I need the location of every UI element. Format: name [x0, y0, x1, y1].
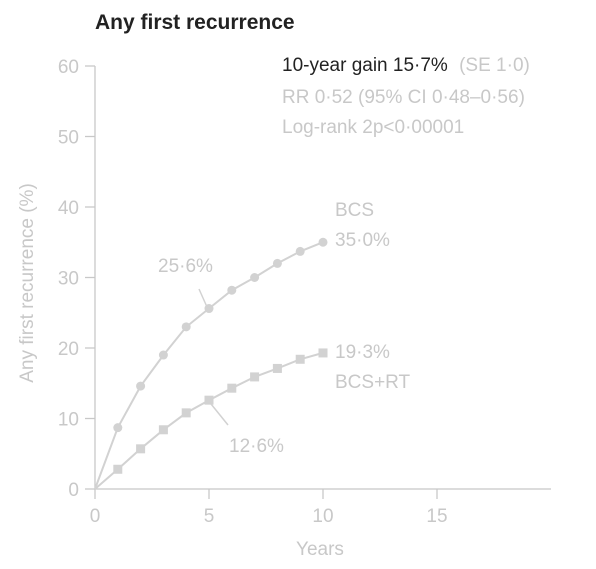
chart-title: Any first recurrence — [95, 11, 295, 34]
y-tick-label: 40 — [58, 198, 79, 219]
series-line-bcs-rt — [94, 351, 324, 490]
bcs-rt-data-point — [227, 383, 237, 393]
bcs-rt-data-point — [250, 372, 260, 382]
stat-rr: RR 0·52 (95% CI 0·48–0·56) — [282, 87, 525, 108]
bcsrt-series-label: BCS+RT — [335, 372, 411, 393]
bcs-data-point — [295, 246, 305, 256]
plot-area — [94, 237, 328, 490]
bcs-end-value-label: 35·0% — [335, 230, 390, 251]
bcs-data-point — [158, 350, 168, 360]
x-tick-label: 15 — [426, 506, 447, 527]
x-tick-label: 10 — [312, 506, 333, 527]
stat-gain-se: (SE 1·0) — [459, 55, 530, 76]
y-tick-label: 0 — [68, 480, 79, 501]
bcs-series-label: BCS — [335, 200, 374, 221]
bcs-rt-data-point — [181, 408, 191, 418]
bcsrt-end-value-label: 19·3% — [335, 342, 390, 363]
bcs-mid-value-label: 25·6% — [158, 256, 213, 277]
bcs-data-point — [136, 381, 146, 391]
y-axis-title: Any first recurrence (%) — [17, 183, 38, 383]
bcs-data-point — [181, 322, 191, 332]
bcsrt-mid-leader-line — [206, 398, 229, 426]
axes: 0 10 20 30 40 50 60 0 5 10 15 — [58, 57, 551, 527]
series-line-bcs — [94, 241, 324, 490]
bcsrt-mid-value-label: 12·6% — [229, 436, 284, 457]
stat-gain: 10-year gain 15·7% (SE 1·0) — [282, 55, 530, 76]
x-tick-label: 5 — [204, 506, 215, 527]
bcs-mid-leader-line — [198, 288, 208, 308]
bcs-data-point — [227, 285, 237, 295]
x-axis-title: Years — [296, 539, 344, 560]
stat-gain-value: 10-year gain 15·7% — [282, 55, 448, 76]
bcs-data-point — [272, 258, 282, 268]
y-tick-label: 60 — [58, 57, 79, 78]
y-tick-label: 30 — [58, 269, 79, 290]
y-tick-label: 20 — [58, 339, 79, 360]
bcs-rt-data-point — [158, 425, 168, 435]
bcs-rt-data-point — [295, 354, 305, 364]
bcs-rt-data-point — [272, 363, 282, 373]
y-tick-label: 10 — [58, 410, 79, 431]
bcs-rt-data-point — [318, 348, 328, 358]
bcs-rt-data-point — [136, 444, 146, 454]
bcs-data-point — [250, 273, 260, 282]
bcs-data-point — [113, 423, 123, 433]
y-tick-label: 50 — [58, 128, 79, 149]
x-tick-label: 0 — [90, 506, 101, 527]
bcs-rt-data-point — [204, 395, 214, 405]
bcs-rt-data-point — [113, 464, 123, 474]
stat-logrank: Log-rank 2p<0·00001 — [282, 117, 464, 138]
bcs-data-point — [318, 237, 328, 247]
